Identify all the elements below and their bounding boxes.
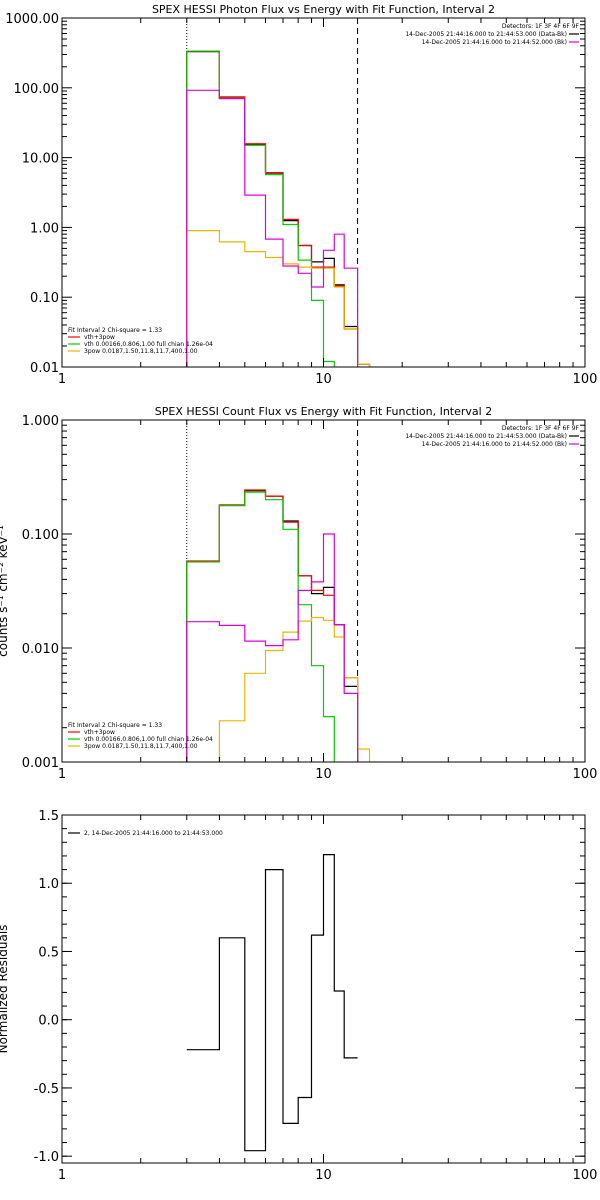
y-axis-label: Normalized Residuals [0, 925, 10, 1054]
panel-1: SPEX HESSI Photon Flux vs Energy with Fi… [5, 3, 597, 387]
y-tick-label: -1.0 [34, 1150, 59, 1165]
x-tick-label: 10 [315, 372, 332, 387]
plot-area [186, 420, 371, 762]
y-axis-label: counts s⁻¹ cm⁻² keV⁻¹ [0, 525, 10, 657]
y-tick-label: 0.01 [30, 361, 59, 376]
y-tick-label: 0.10 [30, 291, 59, 306]
y-tick-label: 0.010 [22, 642, 59, 657]
y-tick-label: 100.00 [14, 82, 60, 97]
y-tick-label: 0.0 [38, 1014, 59, 1029]
info-line: 14-Dec-2005 21:44:16.000 to 21:44:53.000… [405, 31, 567, 38]
y-tick-label: 1000.00 [5, 12, 59, 27]
series-bk [186, 533, 359, 762]
series-data-bk [186, 490, 359, 762]
series-data-bk [186, 51, 371, 367]
panel-2: SPEX HESSI Count Flux vs Energy with Fit… [0, 405, 597, 782]
plot-area [186, 854, 358, 1152]
y-tick-label: 1.00 [30, 221, 59, 236]
series-3pow [186, 230, 371, 367]
y-tick-label: 1.000 [22, 414, 59, 429]
series-residuals [186, 854, 358, 1152]
panel-3: Normalized Residuals 1 10 100 -1.0 -0.5 0.0 0.5… [0, 809, 597, 1183]
legend-entry: Fit Interval 2 Chi-square = 1.33 [68, 722, 162, 729]
series-vth [186, 491, 335, 762]
y-tick-label: -0.5 [34, 1082, 59, 1097]
x-tick-label: 100 [573, 767, 598, 782]
legend-entry: 2, 14-Dec-2005 21:44:16.000 to 21:44:53.… [84, 830, 223, 837]
series-vth [186, 50, 335, 367]
x-tick-label: 1 [58, 1168, 66, 1183]
info-line: 14-Dec-2005 21:44:16.000 to 21:44:52.000… [422, 441, 567, 448]
legend-entry: vth+3pow [84, 729, 115, 736]
x-tick-label: 100 [573, 1168, 598, 1183]
legend-entry: 3pow 0.0187,1.50,11.8,11.7,400,1.00 [84, 348, 198, 355]
x-tick-label: 10 [315, 767, 332, 782]
y-tick-label: 0.100 [22, 528, 59, 543]
x-tick-label: 10 [315, 1168, 332, 1183]
legend-entry: Fit Interval 2 Chi-square = 1.33 [68, 327, 162, 334]
plot-area [186, 18, 371, 367]
y-tick-label: 10.00 [22, 152, 59, 167]
x-tick-label: 1 [58, 372, 66, 387]
legend-entry: 3pow 0.0187,1.50,11.8,11.7,400,1.00 [84, 743, 198, 750]
info-line: 14-Dec-2005 21:44:16.000 to 21:44:52.000… [422, 39, 567, 46]
y-tick-label: 0.001 [22, 756, 59, 771]
series-vth-3pow [186, 489, 359, 762]
info-line: 14-Dec-2005 21:44:16.000 to 21:44:53.000… [405, 433, 567, 440]
legend-entry: vth 0.00166,0.806,1.00 full chian 1.26e-… [84, 736, 213, 743]
info-line: Detectors: 1F 3F 4F 6F 9F [502, 23, 580, 30]
series-3pow [218, 616, 371, 762]
y-tick-label: 1.0 [38, 877, 59, 892]
series-bk [186, 89, 359, 367]
x-tick-label: 1 [58, 767, 66, 782]
y-tick-label: 1.5 [38, 809, 59, 824]
info-line: Detectors: 1F 3F 4F 6F 9F [502, 425, 580, 432]
chart-title: SPEX HESSI Count Flux vs Energy with Fit… [155, 405, 492, 418]
x-tick-label: 100 [573, 372, 598, 387]
series-vth-3pow [186, 50, 371, 367]
chart-title: SPEX HESSI Photon Flux vs Energy with Fi… [152, 3, 495, 16]
legend-entry: vth+3pow [84, 334, 115, 341]
legend-entry: vth 0.00166,0.806,1.00 full chian 1.26e-… [84, 341, 213, 348]
y-tick-label: 0.5 [38, 945, 59, 960]
